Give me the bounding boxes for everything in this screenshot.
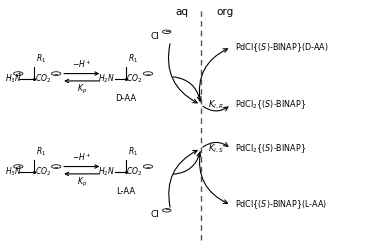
Text: $CO_2$: $CO_2$ bbox=[127, 166, 143, 178]
Text: −: − bbox=[54, 71, 58, 76]
Text: $H_3N$: $H_3N$ bbox=[5, 73, 22, 85]
Text: Cl: Cl bbox=[151, 210, 160, 219]
Text: $R_1$: $R_1$ bbox=[36, 52, 46, 65]
Text: +: + bbox=[16, 71, 21, 76]
Text: $CO_2$: $CO_2$ bbox=[127, 73, 143, 85]
Text: org: org bbox=[217, 7, 234, 17]
Text: Cl: Cl bbox=[151, 32, 160, 41]
Text: −: − bbox=[54, 164, 58, 169]
Text: L-AA: L-AA bbox=[116, 187, 135, 196]
Text: $K_p$: $K_p$ bbox=[77, 176, 87, 189]
Text: $H_3N$: $H_3N$ bbox=[5, 166, 22, 178]
Text: D-AA: D-AA bbox=[115, 94, 136, 103]
Text: $H_2N$: $H_2N$ bbox=[98, 73, 115, 85]
Text: $-H^+$: $-H^+$ bbox=[72, 59, 92, 70]
Text: $K_{I,S}$: $K_{I,S}$ bbox=[208, 142, 223, 155]
Text: $R_1$: $R_1$ bbox=[36, 145, 46, 158]
Text: $CO_2$: $CO_2$ bbox=[34, 166, 51, 178]
Text: $K_p$: $K_p$ bbox=[77, 83, 87, 96]
Text: PdCl$_2${($S$)-BINAP}: PdCl$_2${($S$)-BINAP} bbox=[235, 142, 306, 155]
Text: −: − bbox=[164, 207, 170, 213]
Text: −: − bbox=[164, 29, 170, 35]
Text: PdCl{($S$)-BINAP}(L-AA): PdCl{($S$)-BINAP}(L-AA) bbox=[235, 199, 327, 211]
Text: aq: aq bbox=[176, 7, 189, 17]
Text: $K_{I,R}$: $K_{I,R}$ bbox=[208, 98, 223, 111]
Text: $R_1$: $R_1$ bbox=[128, 52, 138, 65]
Text: $R_1$: $R_1$ bbox=[128, 145, 138, 158]
Text: −: − bbox=[146, 71, 150, 76]
Text: PdCl{($S$)-BINAP}(D-AA): PdCl{($S$)-BINAP}(D-AA) bbox=[235, 41, 329, 54]
Text: $-H^+$: $-H^+$ bbox=[72, 152, 92, 163]
Text: −: − bbox=[146, 164, 150, 169]
Text: PdCl$_2${($S$)-BINAP}: PdCl$_2${($S$)-BINAP} bbox=[235, 98, 306, 111]
Text: $CO_2$: $CO_2$ bbox=[34, 73, 51, 85]
Text: +: + bbox=[16, 164, 21, 169]
Text: $H_2N$: $H_2N$ bbox=[98, 166, 115, 178]
